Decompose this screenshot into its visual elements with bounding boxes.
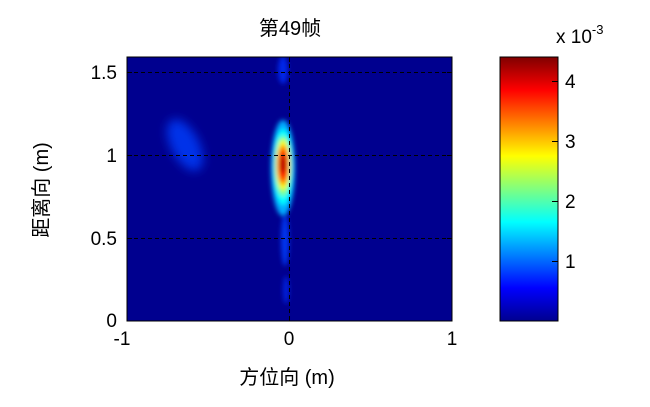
tick-marks [127,57,452,321]
x-tick-label-neg1: -1 [114,329,131,350]
colorbar: 1 2 3 4 x 10-3 [499,22,603,322]
y-tick-label-0: 0 [106,311,117,332]
colorbar-tick-label-1: 1 [565,252,576,273]
chart-title: 第49帧 [259,17,321,40]
x-tick-label-0: 0 [284,329,295,350]
y-axis-label: 距离向 (m) [30,142,53,238]
secondary-streak [166,119,204,171]
colorbar-ticks [552,81,558,262]
colorbar-gradient [500,57,558,321]
colorbar-exponent-power: -3 [592,22,604,37]
heatmap-plot [126,56,453,322]
y-tick-label-1: 1 [106,146,117,167]
x-tick-label-1: 1 [447,329,458,350]
target-trace [278,57,289,304]
y-tick-label-05: 0.5 [91,229,117,250]
main-target [271,120,295,216]
colorbar-exponent-label: x 10-3 [556,22,603,48]
colorbar-tick-label-3: 3 [565,132,576,153]
y-tick-label-15: 1.5 [91,63,117,84]
colorbar-frame [499,56,559,322]
colorbar-exponent-base: x 10 [556,27,592,48]
colorbar-tick-label-4: 4 [565,72,576,93]
x-axis-label: 方位向 (m) [239,366,335,389]
colorbar-tick-label-2: 2 [565,192,576,213]
grid-lines [127,57,452,321]
